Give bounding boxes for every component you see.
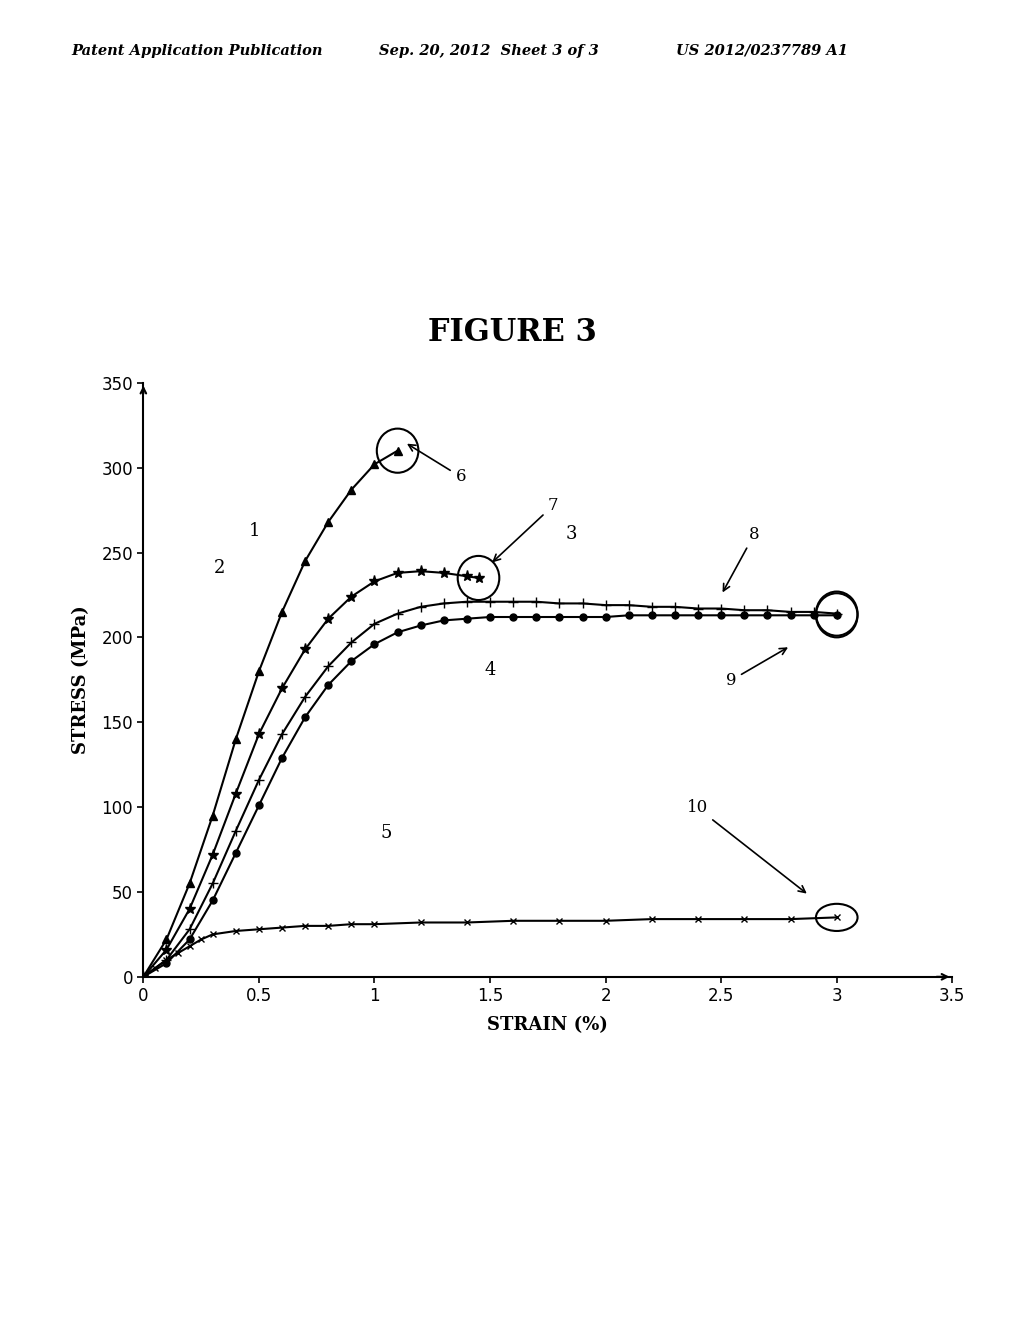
Text: 6: 6 <box>409 445 466 486</box>
Text: Sep. 20, 2012  Sheet 3 of 3: Sep. 20, 2012 Sheet 3 of 3 <box>379 44 599 58</box>
Text: 8: 8 <box>723 525 760 591</box>
Y-axis label: STRESS (MPa): STRESS (MPa) <box>73 606 90 754</box>
Text: 9: 9 <box>726 648 786 689</box>
Text: US 2012/0237789 A1: US 2012/0237789 A1 <box>676 44 848 58</box>
Text: 2: 2 <box>214 558 225 577</box>
Text: Patent Application Publication: Patent Application Publication <box>72 44 324 58</box>
Text: FIGURE 3: FIGURE 3 <box>428 317 596 347</box>
Text: 1: 1 <box>249 521 260 540</box>
X-axis label: STRAIN (%): STRAIN (%) <box>487 1016 608 1035</box>
Text: 10: 10 <box>686 799 805 892</box>
Text: 3: 3 <box>565 525 577 543</box>
Text: 5: 5 <box>380 824 392 842</box>
Text: 4: 4 <box>484 661 496 678</box>
Text: 7: 7 <box>494 498 558 561</box>
